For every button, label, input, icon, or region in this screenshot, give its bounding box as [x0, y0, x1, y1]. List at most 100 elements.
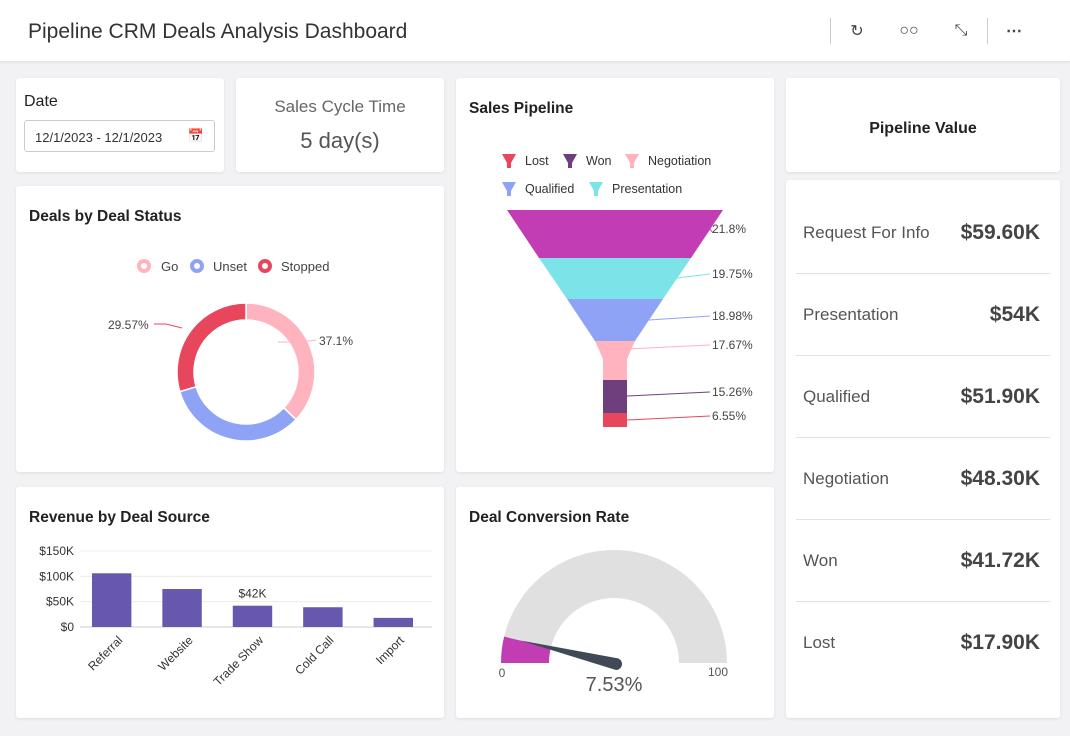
gauge-track [504, 550, 727, 663]
bar-website[interactable] [162, 589, 202, 627]
sales-pipeline-card: Sales Pipeline Lost Won Negotiation Qualifi… [456, 78, 774, 472]
legend-lost[interactable]: Lost [502, 154, 549, 168]
stage-value: $41.72K [960, 548, 1040, 572]
bar-data-label: $42K [238, 587, 266, 601]
stage-label: Qualified [803, 386, 871, 406]
funnel-segment[interactable] [567, 299, 663, 341]
view-icon[interactable]: ○○ [899, 22, 919, 39]
stage-value: $51.90K [960, 384, 1040, 408]
legend-label: Unset [213, 259, 247, 274]
y-tick-label: $50K [46, 595, 74, 609]
stage-label: Request For Info [803, 222, 930, 242]
gauge-value: 7.53% [586, 674, 643, 696]
page-title: Pipeline CRM Deals Analysis Dashboard [28, 20, 408, 43]
card-title: Deals by Deal Status [29, 208, 182, 225]
pipeline-value-row: Request For Info $59.60K [796, 192, 1050, 274]
pipeline-value-row: Qualified $51.90K [796, 356, 1050, 438]
pipeline-value-row: Negotiation $48.30K [796, 438, 1050, 520]
x-tick-label: Trade Show [211, 633, 267, 689]
funnel-data-label: 15.26% [712, 385, 753, 399]
stage-value: $54K [989, 302, 1040, 326]
funnel-data-label: 19.75% [712, 267, 753, 281]
stage-value: $48.30K [960, 466, 1040, 490]
bar-trade-show[interactable] [232, 605, 273, 627]
legend-unset[interactable]: Unset [190, 259, 247, 274]
pipeline-value-row: Won $41.72K [796, 520, 1050, 602]
legend-label: Go [161, 259, 178, 274]
legend-label: Stopped [281, 259, 329, 274]
leader-line [626, 391, 711, 397]
stage-value: $59.60K [960, 220, 1040, 244]
legend-stopped[interactable]: Stopped [258, 259, 329, 274]
conversion-card: Deal Conversion Rate 0 100 7.53% [456, 487, 774, 718]
card-title: Pipeline Value [869, 120, 977, 137]
svg-text:Lost: Lost [525, 154, 549, 168]
revenue-card: Revenue by Deal Source $0 $50K $100K $150K R… [16, 487, 444, 718]
donut-slice-go[interactable] [245, 302, 316, 421]
funnel-segment[interactable] [507, 210, 723, 258]
gauge-max: 100 [708, 665, 728, 679]
donut-slice-stopped[interactable] [176, 302, 247, 393]
pipeline-value-row: Presentation $54K [796, 274, 1050, 356]
date-range-value: 12/1/2023 - 12/1/2023 [35, 130, 163, 145]
refresh-icon[interactable]: ↻ [850, 23, 864, 40]
funnel-segment[interactable] [603, 413, 627, 427]
sales-cycle-card: Sales Cycle Time 5 day(s) [236, 78, 444, 172]
y-tick-label: $100K [39, 569, 74, 583]
leader-line [676, 273, 711, 279]
leader-line [626, 344, 711, 350]
data-label-go: 37.1% [319, 334, 353, 348]
legend-presentation[interactable]: Presentation [589, 182, 682, 196]
leader-line [626, 415, 711, 421]
card-title: Revenue by Deal Source [29, 509, 210, 526]
legend-won[interactable]: Won [563, 154, 612, 168]
header: Pipeline CRM Deals Analysis Dashboard ↻ … [0, 0, 1070, 62]
card-title: Sales Pipeline [469, 100, 574, 117]
gauge-fill [501, 636, 551, 663]
date-range-input[interactable]: 12/1/2023 - 12/1/2023 📅 [24, 120, 215, 152]
svg-text:Won: Won [586, 154, 612, 168]
funnel-data-label: 17.67% [712, 338, 753, 352]
legend-negotiation[interactable]: Negotiation [625, 154, 711, 168]
deal-status-card: Deals by Deal Status Go Unset Stopped 37… [16, 186, 444, 472]
stage-value: $17.90K [960, 631, 1040, 654]
x-tick-label: Cold Call [292, 633, 336, 677]
legend-qualified[interactable]: Qualified [502, 182, 574, 196]
funnel-data-label: 21.8% [712, 222, 746, 236]
stage-label: Lost [803, 633, 836, 652]
svg-text:Qualified: Qualified [525, 182, 574, 196]
y-tick-label: $150K [39, 544, 74, 558]
y-tick-label: $0 [61, 620, 75, 634]
svg-text:Negotiation: Negotiation [648, 154, 711, 168]
pipeline-value-list: Request For Info $59.60K Presentation $54K Q… [786, 180, 1060, 718]
divider [987, 18, 988, 44]
svg-text:Presentation: Presentation [612, 182, 682, 196]
funnel-data-label: 6.55% [712, 409, 746, 423]
bar-referral[interactable] [91, 573, 132, 627]
funnel-segment[interactable] [539, 258, 691, 299]
stage-label: Negotiation [803, 468, 890, 488]
funnel-data-label: 18.98% [712, 309, 753, 323]
pipeline-value-row: Lost $17.90K [796, 602, 1050, 684]
funnel-segment[interactable] [595, 341, 635, 380]
x-tick-label: Referral [85, 633, 125, 673]
x-tick-label: Import [373, 633, 407, 667]
bar-cold-call[interactable] [303, 607, 343, 627]
donut-slice-unset[interactable] [178, 385, 298, 442]
gauge-needle [520, 640, 622, 670]
funnel-segment[interactable] [603, 380, 627, 413]
divider [830, 18, 831, 44]
date-label: Date [24, 93, 58, 110]
stage-label: Won [803, 550, 838, 570]
date-filter-card: Date 12/1/2023 - 12/1/2023 📅 [16, 78, 224, 172]
sales-cycle-value: 5 day(s) [300, 128, 380, 153]
leader-line [709, 228, 714, 234]
pipeline-value-header: Pipeline Value [786, 78, 1060, 172]
legend-go[interactable]: Go [137, 259, 178, 274]
gauge-min: 0 [499, 666, 506, 680]
bar-import[interactable] [373, 617, 413, 627]
calendar-icon[interactable]: 📅 [187, 128, 204, 143]
more-icon[interactable]: ⋯ [1006, 23, 1022, 40]
stage-label: Presentation [803, 304, 899, 324]
expand-icon[interactable]: ⤡ [954, 22, 968, 39]
